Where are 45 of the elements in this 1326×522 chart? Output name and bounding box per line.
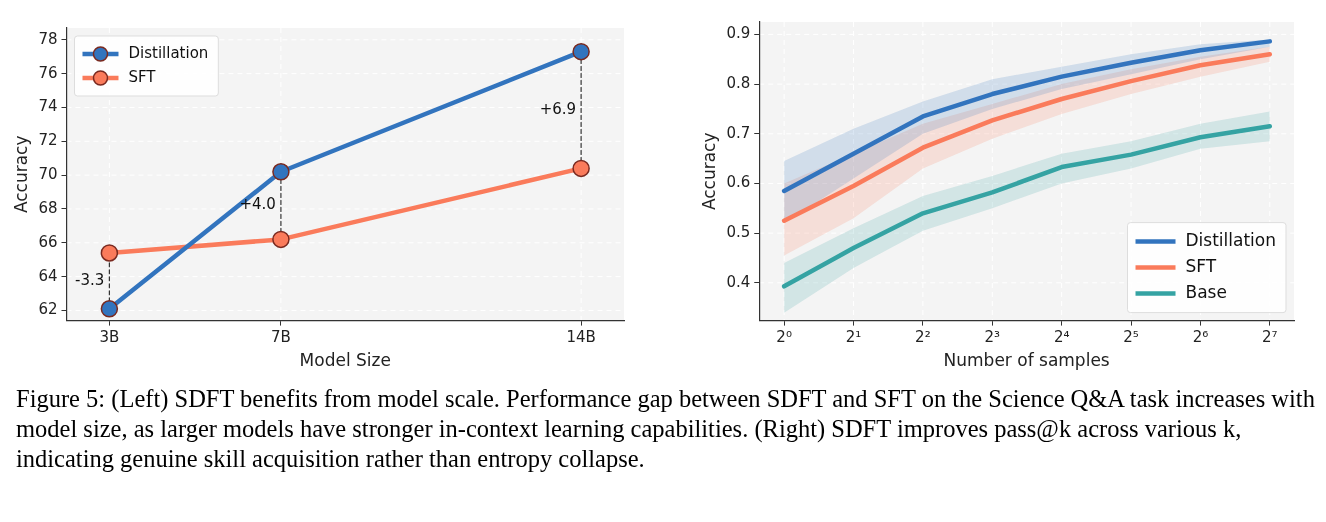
- x-tick-label: 2¹: [845, 328, 862, 347]
- point: [272, 163, 290, 181]
- x-tick-label: 3B: [99, 328, 120, 347]
- annotation: +4.0: [239, 195, 276, 214]
- legend-label: Distillation: [128, 43, 209, 62]
- annotation: +6.9: [539, 99, 577, 118]
- caption: Figure 5: (Left) SDFT benefits from model scale. Performance gap between SDFT and SFT on the Science Q&A task increases with model size, as larger models have stronger in-context learning capabilities. (Right) SDFT improves pass@k across various k, indicating genuine skill acquisition rather than entropy collapse.: [16, 384, 1316, 474]
- y-tick-label: 66: [38, 232, 58, 251]
- point: [100, 300, 119, 318]
- y-tick-label: 76: [38, 63, 58, 82]
- y-tick-label: 78: [38, 29, 58, 48]
- y-tick-label: 68: [38, 198, 58, 217]
- y-tick-label: 62: [38, 300, 58, 319]
- y-tick-label: 0.5: [726, 223, 751, 242]
- y-tick-label: 74: [38, 97, 58, 116]
- x-tick-label: 2⁷: [1262, 328, 1278, 347]
- x-tick-label: 2⁰: [776, 328, 792, 347]
- x-tick-label: 2⁶: [1192, 328, 1209, 347]
- point: [272, 230, 290, 249]
- annotation: -3.3: [75, 270, 105, 289]
- legend-label: SFT: [128, 67, 157, 86]
- y-axis-title: Accuracy: [10, 135, 31, 214]
- point: [572, 159, 590, 178]
- x-tick-label: 14B: [566, 328, 596, 347]
- legend-label: Distillation: [1185, 230, 1277, 251]
- y-tick-label: 0.8: [726, 74, 751, 92]
- y-tick-label: 0.4: [726, 272, 751, 291]
- point: [100, 244, 119, 262]
- y-tick-label: 0.7: [726, 123, 751, 142]
- y-tick-label: 70: [38, 165, 58, 184]
- x-tick-label: 7B: [270, 328, 291, 347]
- legend-label: SFT: [1185, 256, 1217, 277]
- x-axis-title: Number of samples: [943, 350, 1110, 371]
- y-tick-label: 0.6: [726, 173, 751, 192]
- legend-label: Base: [1185, 282, 1227, 303]
- x-tick-label: 2²: [915, 328, 931, 347]
- y-tick-label: 64: [38, 266, 58, 285]
- y-axis-title: Accuracy: [698, 132, 719, 211]
- y-tick-label: 72: [38, 131, 58, 150]
- x-tick-label: 2⁴: [1053, 328, 1070, 347]
- point: [572, 42, 590, 61]
- y-tick-label: 0.9: [726, 24, 751, 43]
- x-tick-label: 2⁵: [1123, 328, 1139, 347]
- x-axis-title: Model Size: [299, 350, 391, 371]
- x-tick-label: 2³: [984, 328, 1001, 347]
